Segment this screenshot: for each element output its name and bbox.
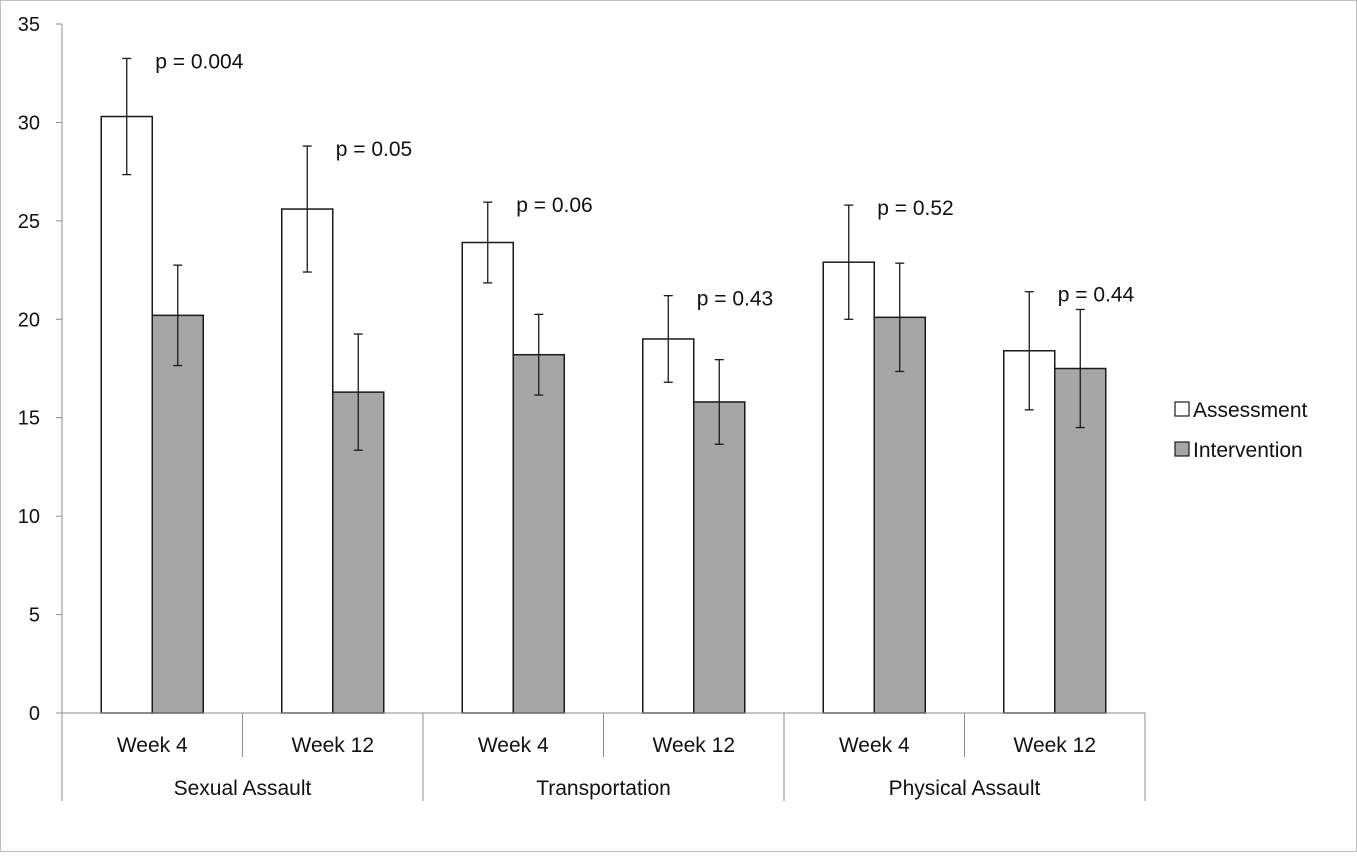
- axes-layer: [56, 23, 1146, 801]
- bar-assessment-1: [100, 115, 153, 714]
- legend-swatch-intervention: [1174, 441, 1190, 457]
- bar-assessment-2: [281, 208, 334, 714]
- y-tick-label: 25: [18, 211, 40, 233]
- y-tick-label: 5: [29, 605, 40, 627]
- x-tick-label: Week 12: [653, 734, 736, 757]
- x-tick-label: Week 4: [117, 734, 188, 757]
- y-tick-label: 0: [29, 703, 40, 725]
- x-tick-label: Week 12: [292, 734, 375, 757]
- group-label: Transportation: [536, 777, 671, 800]
- y-tick-label: 20: [18, 309, 40, 331]
- p-value-annotation: p = 0.52: [877, 197, 953, 220]
- bar-intervention-1: [151, 314, 204, 714]
- bar-intervention-4: [693, 401, 746, 714]
- p-value-annotation: p = 0.05: [336, 138, 412, 161]
- y-tick-label: 30: [18, 112, 40, 134]
- x-tick-label: Week 12: [1014, 734, 1097, 757]
- y-tick-label: 15: [18, 408, 40, 430]
- legend-label-assessment: Assessment: [1193, 399, 1308, 422]
- y-tick-label: 10: [18, 506, 40, 528]
- bar-assessment-4: [642, 338, 695, 714]
- legend-label-intervention: Intervention: [1193, 439, 1303, 462]
- bar-assessment-5: [822, 261, 875, 714]
- legend-swatch-assessment: [1174, 401, 1190, 417]
- p-value-annotation: p = 0.44: [1058, 284, 1135, 307]
- y-tick-label: 35: [18, 14, 40, 36]
- p-value-annotation: p = 0.43: [697, 288, 773, 311]
- bars-layer: [100, 57, 1107, 714]
- bar-intervention-3: [512, 353, 565, 714]
- group-label: Sexual Assault: [174, 777, 312, 800]
- group-label: Physical Assault: [889, 777, 1041, 800]
- x-tick-label: Week 4: [478, 734, 549, 757]
- bar-intervention-5: [873, 316, 926, 714]
- legend: Assessment Intervention: [1174, 399, 1308, 462]
- p-value-annotation: p = 0.06: [516, 194, 592, 217]
- p-value-annotation: p = 0.004: [155, 50, 243, 73]
- bar-assessment-3: [461, 241, 514, 714]
- labels-layer: 0 5 10 15 20 25 30 35 p = 0.004 p = 0.05 p = 0.06 p…: [18, 14, 1135, 800]
- x-tick-label: Week 4: [839, 734, 910, 757]
